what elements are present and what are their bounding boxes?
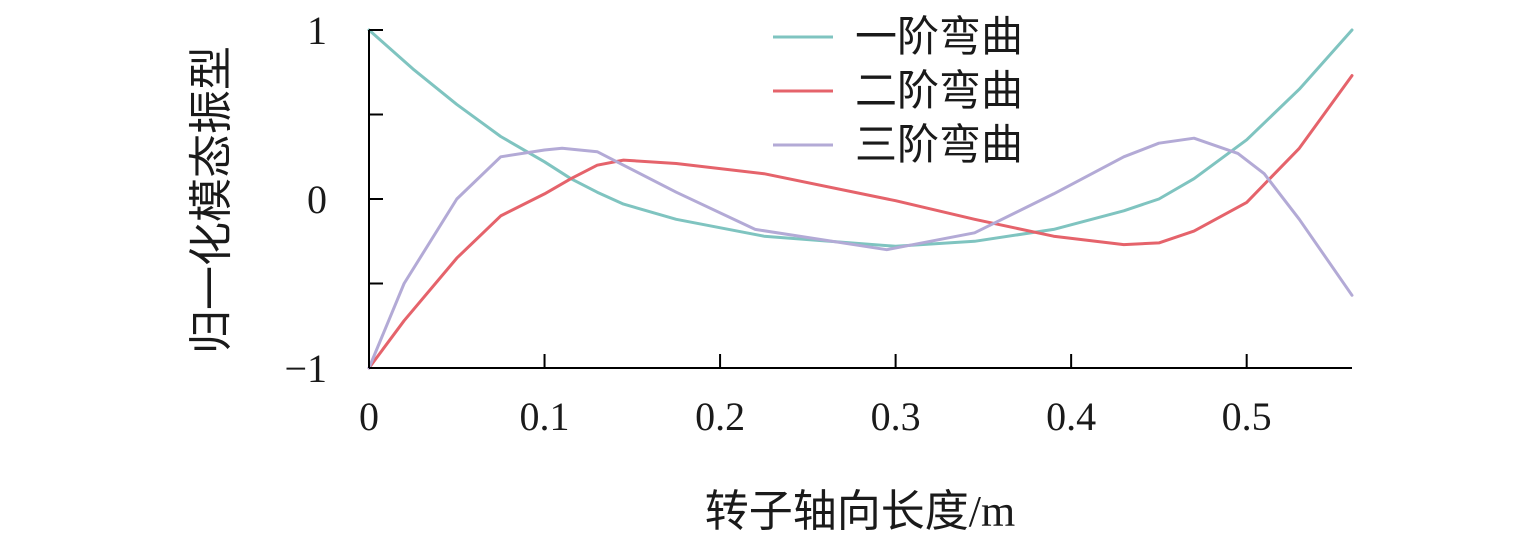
labels-layer: 转子轴向长度/m 归一化模态振型 — [187, 46, 1015, 536]
series-line-2 — [367, 74, 1354, 370]
series-line-3 — [367, 136, 1354, 370]
y-tick-label: 0 — [307, 177, 327, 222]
series-layer — [367, 28, 1354, 370]
y-tick-label: −1 — [284, 346, 327, 391]
series-line-1 — [367, 28, 1354, 248]
legend-label-2: 二阶弯曲 — [855, 68, 1023, 115]
x-tick-label: 0.1 — [520, 394, 570, 439]
legend-label-3: 三阶弯曲 — [855, 122, 1023, 169]
ticks-layer: 0 0.1 0.2 0.3 0.4 0.5 1 0 −1 — [284, 8, 1271, 439]
x-tick-label: 0.3 — [871, 394, 921, 439]
legend-label-1: 一阶弯曲 — [855, 14, 1023, 61]
x-tick-label: 0 — [359, 394, 379, 439]
y-axis-title: 归一化模态振型 — [187, 46, 236, 354]
y-tick-label: 1 — [307, 8, 327, 53]
x-tick-label: 0.4 — [1046, 394, 1096, 439]
x-tick-label: 0.2 — [695, 394, 745, 439]
x-tick-label: 0.5 — [1222, 394, 1272, 439]
x-axis-title: 转子轴向长度/m — [705, 487, 1015, 536]
